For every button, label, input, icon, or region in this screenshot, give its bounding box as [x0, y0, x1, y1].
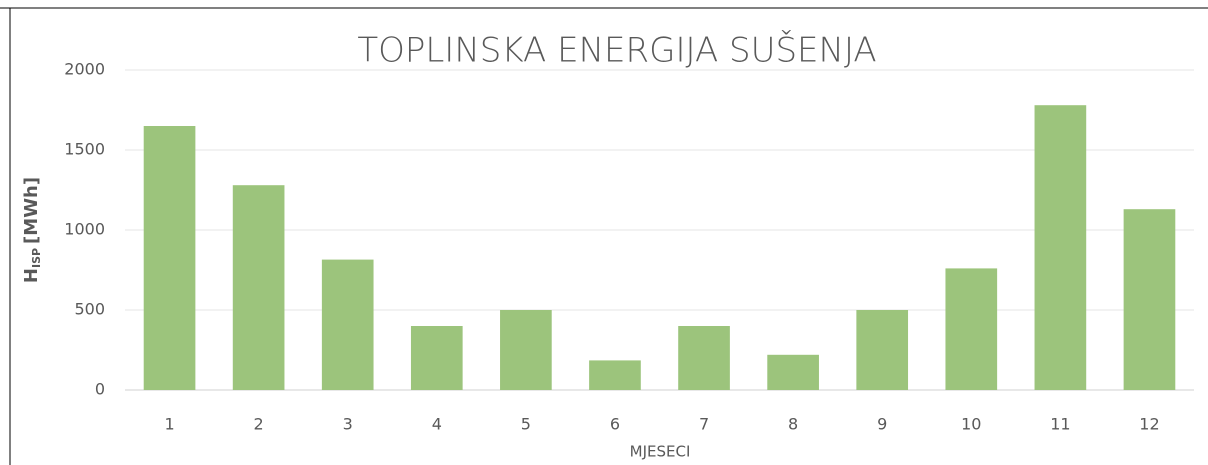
x-tick-label: 1	[164, 415, 174, 434]
bar	[321, 259, 374, 390]
bar	[945, 268, 998, 390]
y-tick-label: 1000	[64, 220, 105, 239]
chart-title: TOPLINSKA ENERGIJA SUŠENJA	[357, 30, 876, 71]
y-label-main: H	[21, 268, 42, 283]
x-tick-label: 11	[1050, 415, 1070, 434]
bar	[232, 185, 285, 390]
x-tick-label: 12	[1139, 415, 1159, 434]
y-label-unit: [MWh]	[21, 177, 42, 244]
x-tick-label: 9	[877, 415, 887, 434]
x-tick-label: 5	[521, 415, 531, 434]
y-tick-label: 0	[95, 380, 105, 399]
bar	[678, 326, 730, 390]
bar	[1123, 209, 1176, 390]
bar	[589, 360, 641, 390]
bar	[143, 126, 196, 390]
x-tick-label: 10	[961, 415, 981, 434]
bar	[1034, 105, 1087, 390]
bar	[500, 310, 552, 390]
y-axis-label: HISP [MWh]	[21, 177, 43, 283]
x-tick-label: 4	[432, 415, 442, 434]
x-tick-label: 6	[610, 415, 620, 434]
bar	[410, 326, 463, 390]
bar	[767, 354, 819, 390]
x-tick-label: 7	[699, 415, 709, 434]
y-label-sub: ISP	[30, 248, 43, 268]
bar	[856, 310, 909, 390]
y-tick-label: 1500	[64, 140, 105, 159]
x-tick-label: 3	[343, 415, 353, 434]
x-tick-label: 8	[788, 415, 798, 434]
x-axis-label: MJESECI	[630, 443, 691, 461]
y-tick-label: 2000	[64, 60, 105, 79]
x-tick-label: 2	[254, 415, 264, 434]
y-tick-label: 500	[74, 300, 105, 319]
